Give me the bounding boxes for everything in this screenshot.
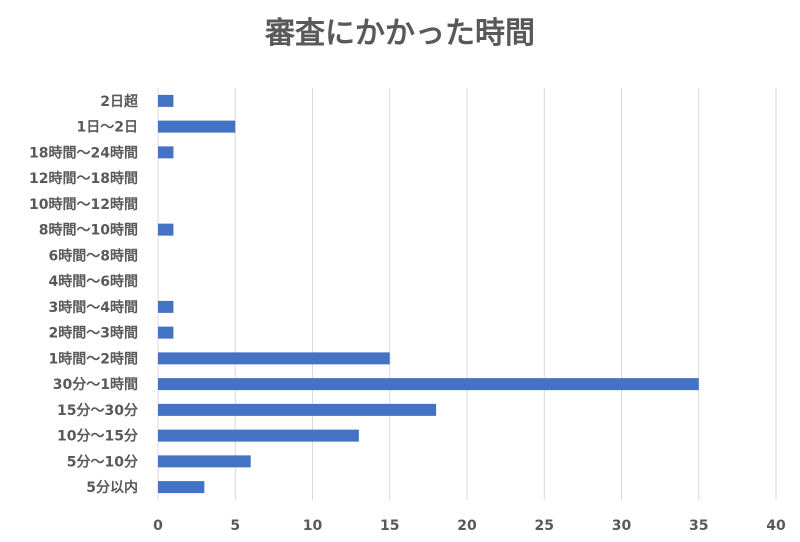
x-tick-label: 20	[457, 518, 477, 534]
bar	[158, 300, 174, 313]
bar	[158, 146, 174, 159]
bar	[158, 481, 205, 494]
category-label: 1日〜2日	[77, 120, 138, 136]
category-label: 12時間〜18時間	[29, 170, 138, 187]
x-tick-label: 30	[612, 518, 632, 534]
category-label: 10分〜15分	[57, 429, 138, 445]
bar	[158, 223, 174, 236]
x-tick-label: 0	[153, 518, 163, 534]
category-label: 8時間〜10時間	[39, 222, 138, 239]
bar	[158, 378, 699, 391]
x-tick-label: 40	[766, 518, 786, 534]
x-tick-label: 15	[380, 518, 399, 534]
bar	[158, 326, 174, 339]
bar	[158, 455, 251, 468]
bar	[158, 120, 236, 133]
x-tick-label: 25	[535, 518, 554, 534]
bar	[158, 94, 174, 107]
category-label: 10時間〜12時間	[29, 196, 138, 213]
category-label: 5分以内	[86, 479, 138, 496]
category-label: 2日超	[100, 93, 139, 110]
category-label: 2時間〜3時間	[49, 325, 138, 342]
category-label: 1時間〜2時間	[49, 350, 138, 367]
x-tick-label: 10	[303, 518, 323, 534]
category-label: 30分〜1時間	[53, 376, 138, 393]
category-label: 3時間〜4時間	[49, 299, 138, 316]
chart-title: 審査にかかった時間	[265, 16, 535, 51]
bar	[158, 403, 437, 416]
x-tick-label: 5	[230, 518, 240, 534]
category-label: 4時間〜6時間	[49, 273, 138, 290]
x-tick-label: 35	[689, 518, 708, 534]
category-label: 6時間〜8時間	[49, 247, 138, 264]
bar	[158, 352, 390, 365]
category-label: 15分〜30分	[57, 403, 138, 419]
bar	[158, 429, 359, 442]
category-label: 5分〜10分	[67, 454, 138, 470]
category-label: 18時間〜24時間	[29, 144, 138, 161]
